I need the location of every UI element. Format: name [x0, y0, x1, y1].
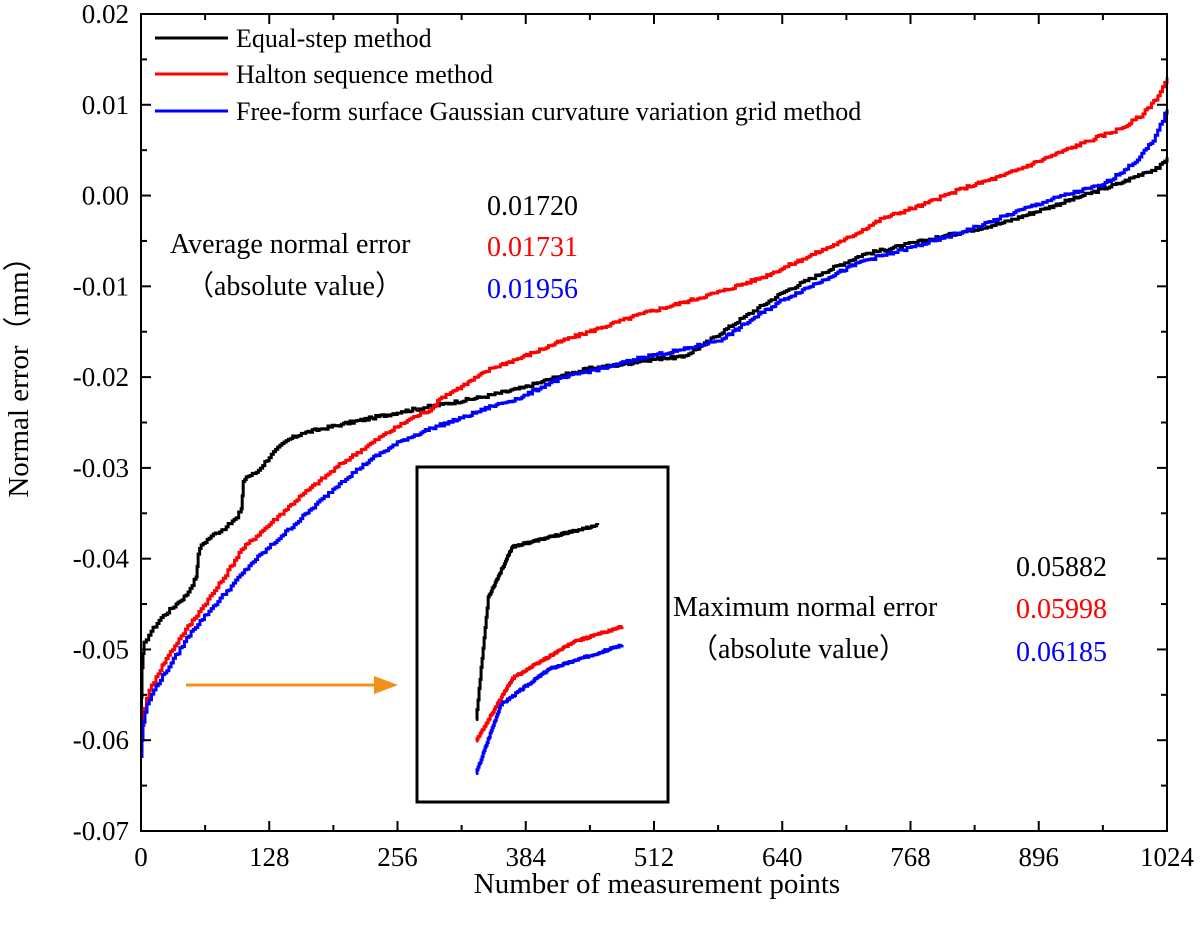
average-error-halton: 0.01731 — [487, 232, 578, 263]
maximum-error-halton: 0.05998 — [1016, 594, 1107, 625]
y-tick-label: -0.05 — [73, 634, 129, 664]
inset-gaussian-grid-line — [475, 643, 624, 775]
maximum-error-annotation: Maximum normal error （absolute value） 0.… — [673, 552, 1107, 668]
x-tick-label: 128 — [249, 842, 290, 872]
zoom-arrow — [186, 676, 398, 694]
x-axis-label: Number of measurement points — [474, 868, 840, 900]
ticks-layer: 0 128 256 384 512 640 768 896 1024 0.02 0.01 0.00 -0… — [73, 0, 1195, 872]
y-tick-label: -0.02 — [73, 362, 129, 392]
x-tick-label: 1024 — [1140, 842, 1195, 872]
y-tick-label: 0.02 — [82, 0, 129, 29]
maximum-error-gaussian-grid: 0.06185 — [1016, 637, 1107, 668]
x-tick-label: 512 — [634, 842, 675, 872]
average-error-annotation: Average normal error （absolute value） 0.… — [170, 191, 578, 305]
series-halton-line — [141, 77, 1169, 742]
y-tick-label: -0.01 — [73, 271, 129, 301]
inset-equal-step-line — [475, 522, 600, 721]
x-tick-label: 768 — [890, 842, 931, 872]
x-tick-label: 896 — [1019, 842, 1060, 872]
legend: Equal-step method Halton sequence method… — [155, 24, 861, 126]
inset-series-layer — [475, 522, 624, 775]
x-tick-label: 384 — [506, 842, 547, 872]
inset-frame — [415, 465, 670, 804]
y-axis-label: Normal error（mm） — [3, 242, 35, 497]
average-error-gaussian-grid: 0.01956 — [487, 274, 578, 305]
series-equal-step-line — [140, 157, 1169, 731]
x-tick-label: 256 — [377, 842, 418, 872]
x-tick-label: 640 — [762, 842, 803, 872]
average-error-equal-step: 0.01720 — [487, 191, 578, 222]
maximum-error-equal-step: 0.05882 — [1016, 552, 1107, 583]
y-tick-label: 0.01 — [82, 90, 129, 120]
maximum-error-sublabel: （absolute value） — [690, 633, 907, 665]
inset-zoom — [415, 465, 670, 804]
x-tick-label: 0 — [134, 842, 148, 872]
y-tick-label: -0.03 — [73, 453, 129, 483]
legend-label-gaussian-grid: Free-form surface Gaussian curvature var… — [236, 97, 861, 126]
y-tick-label: -0.06 — [73, 725, 129, 755]
inset-halton-line — [475, 625, 624, 743]
legend-label-halton: Halton sequence method — [236, 60, 493, 89]
maximum-error-label: Maximum normal error — [673, 592, 938, 623]
legend-label-equal-step: Equal-step method — [236, 24, 432, 53]
average-error-label: Average normal error — [170, 229, 411, 260]
average-error-sublabel: （absolute value） — [186, 270, 403, 302]
y-tick-label: -0.07 — [73, 816, 129, 846]
series-layer — [140, 77, 1169, 759]
y-tick-label: -0.04 — [73, 544, 130, 574]
y-tick-label: 0.00 — [82, 181, 129, 211]
zoom-arrow-head — [374, 676, 398, 694]
series-gaussian-grid-line — [140, 109, 1169, 759]
